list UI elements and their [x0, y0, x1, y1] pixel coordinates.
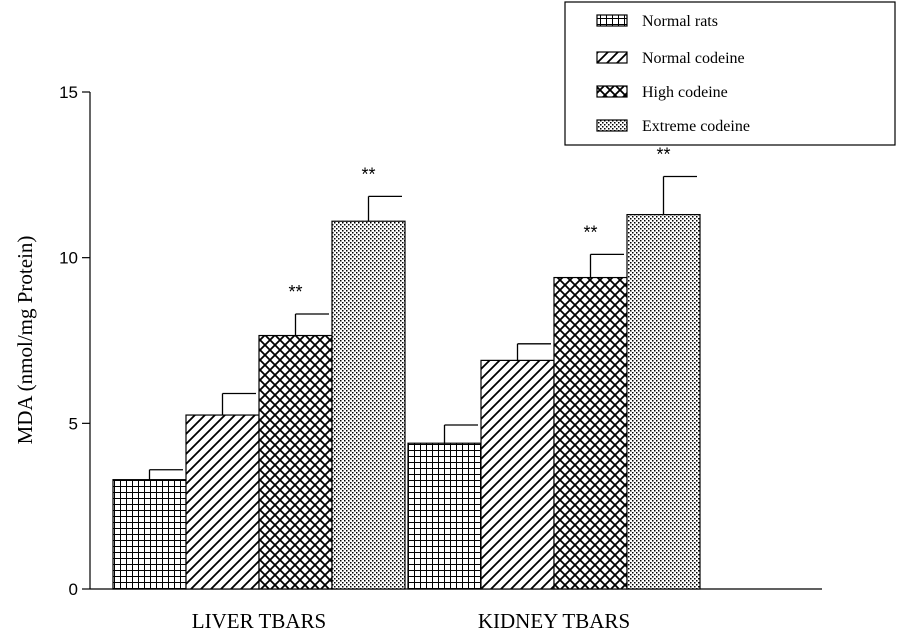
legend: Normal rats Normal codeine High codeine Ext… [564, 1, 896, 146]
legend-label: High codeine [642, 84, 728, 101]
y-tick-label: 5 [69, 414, 78, 433]
legend-swatch [596, 85, 628, 98]
x-tick-label: KIDNEY TBARS [478, 609, 630, 633]
bar [258, 334, 333, 590]
legend-swatch [596, 119, 628, 132]
x-tick-labels: LIVER TBARS KIDNEY TBARS [192, 609, 630, 633]
bar [185, 414, 260, 590]
legend-label: Normal codeine [642, 50, 745, 67]
bar [553, 276, 628, 590]
bar [331, 220, 406, 590]
y-tick-label: 0 [69, 580, 78, 599]
bars: ** ** ** ** [112, 144, 701, 590]
bar [480, 359, 555, 590]
y-axis-label: MDA (nmol/mg Protein) [13, 236, 37, 445]
y-tick-label: 15 [59, 83, 78, 102]
significance-label: ** [361, 164, 375, 184]
bar [626, 213, 701, 590]
bar [407, 442, 482, 590]
x-tick-label: LIVER TBARS [192, 609, 326, 633]
significance-label: ** [656, 144, 670, 164]
significance-label: ** [583, 222, 597, 242]
bar [112, 479, 187, 590]
legend-swatch [596, 14, 628, 27]
legend-label: Extreme codeine [642, 118, 750, 135]
significance-label: ** [288, 282, 302, 302]
legend-swatch [596, 51, 628, 64]
y-ticks: 0 5 10 15 [59, 83, 90, 599]
y-tick-label: 10 [59, 249, 78, 268]
legend-label: Normal rats [642, 13, 718, 30]
